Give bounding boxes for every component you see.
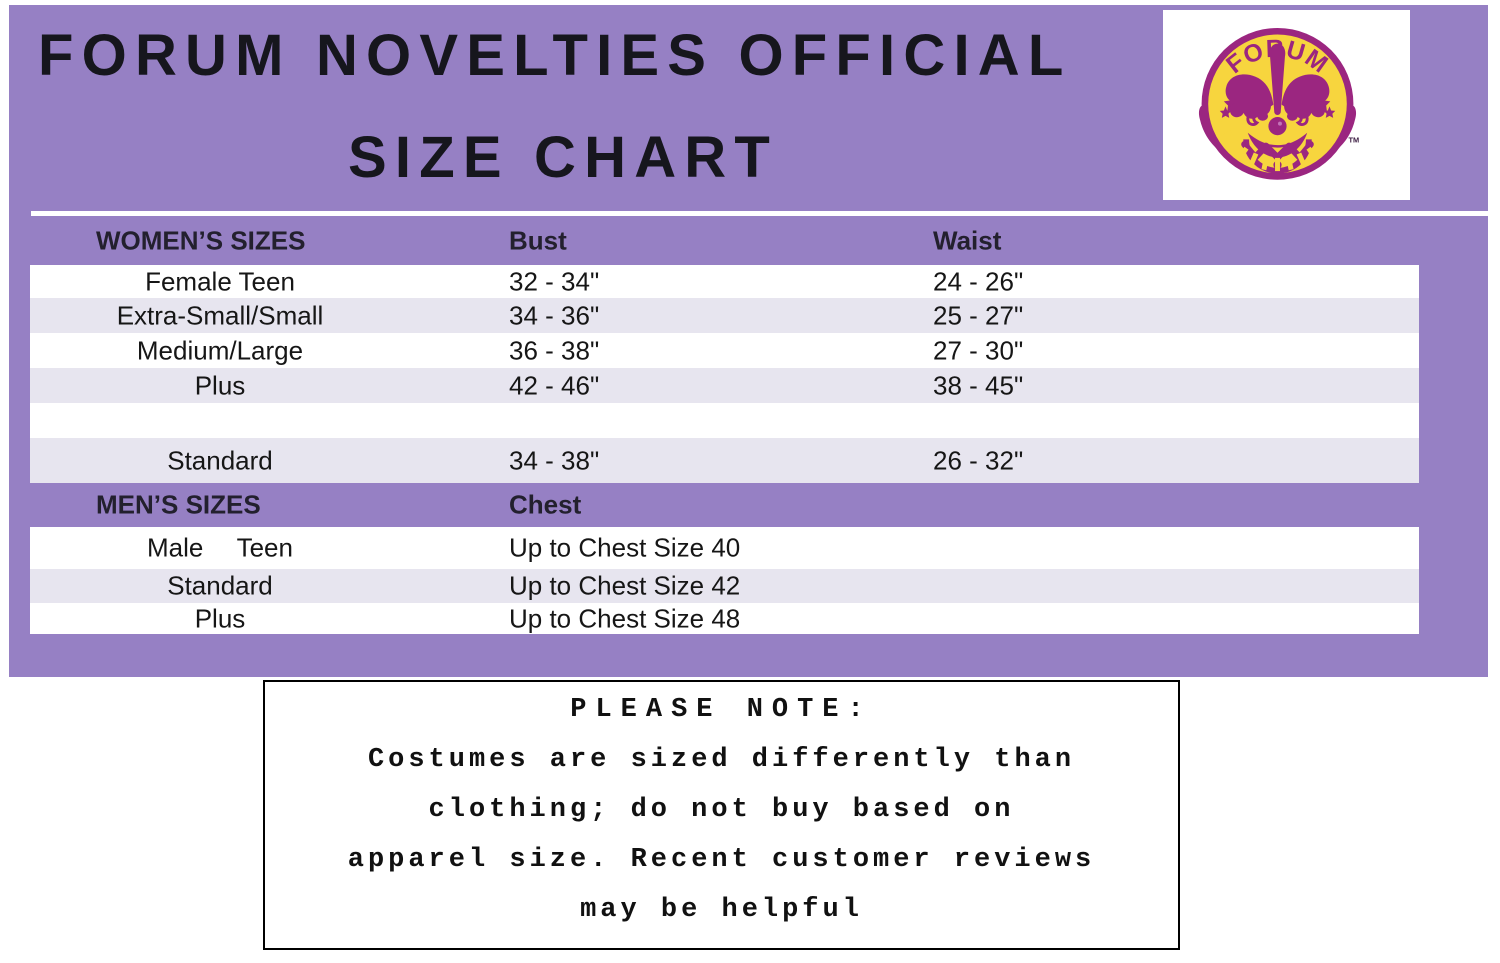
svg-text:TM: TM xyxy=(1348,136,1359,145)
